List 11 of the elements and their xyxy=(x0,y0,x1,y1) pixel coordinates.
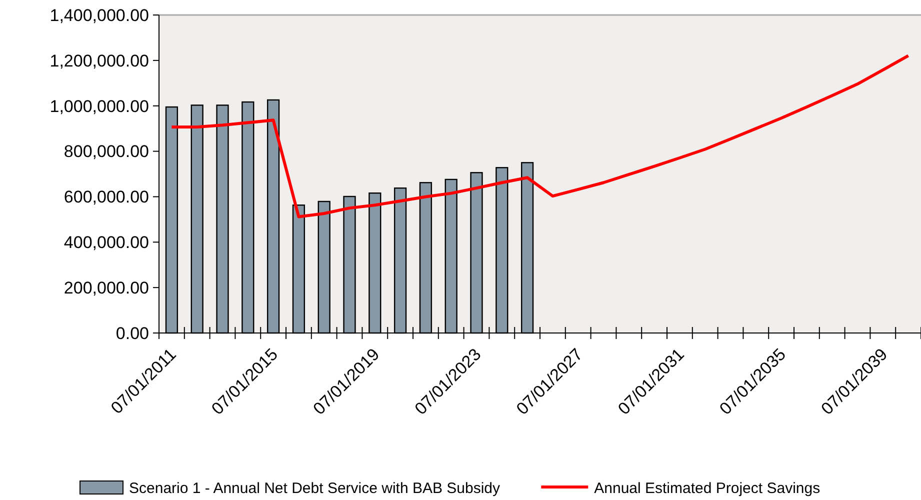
y-tick-label: 1,200,000.00 xyxy=(50,51,149,70)
line-series xyxy=(170,54,910,218)
legend-label: Scenario 1 - Annual Net Debt Service with BAB Subsidy xyxy=(129,480,501,497)
y-tick-label: 600,000.00 xyxy=(64,188,149,207)
y-tick-label: 0.00 xyxy=(116,324,149,343)
y-tick-label: 1,000,000.00 xyxy=(50,96,149,116)
y-tick-label: 400,000.00 xyxy=(64,233,149,252)
y-tick-label: 800,000.00 xyxy=(64,142,149,162)
y-tick-label: 1,400,000.00 xyxy=(50,6,149,25)
y-tick-label: 200,000.00 xyxy=(64,278,149,298)
legend-label: Annual Estimated Project Savings xyxy=(594,480,820,497)
